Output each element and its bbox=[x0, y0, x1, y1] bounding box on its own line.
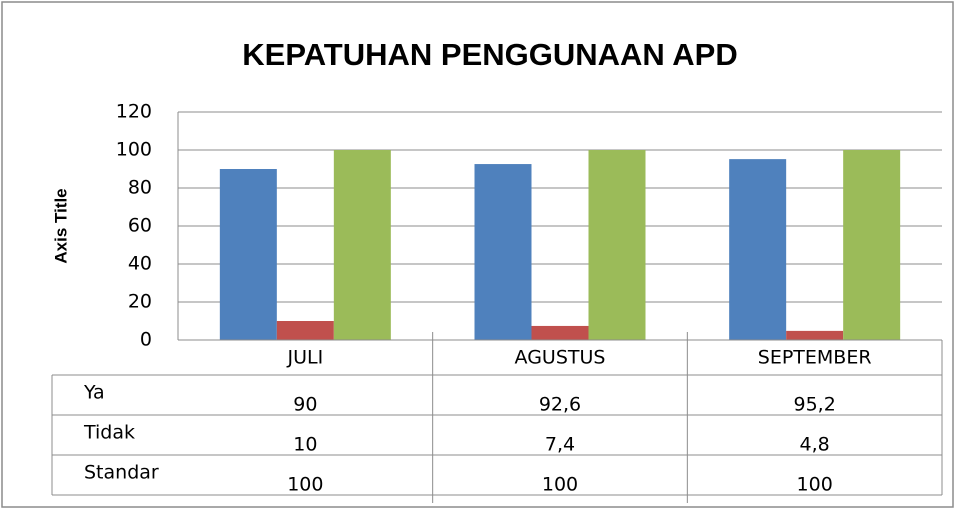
bar bbox=[333, 150, 391, 340]
bar bbox=[588, 150, 646, 340]
table-value: 100 bbox=[542, 474, 578, 496]
bar bbox=[843, 150, 901, 340]
table-value: 10 bbox=[293, 434, 317, 456]
bar bbox=[219, 169, 277, 340]
chart-title: KEPATUHAN PENGGUNAAN APD bbox=[242, 37, 737, 72]
table-value: 100 bbox=[287, 474, 323, 496]
x-tick-label: JULI bbox=[286, 347, 323, 369]
bar bbox=[474, 164, 532, 340]
y-tick-label: 20 bbox=[128, 291, 152, 313]
table-row-label: Standar bbox=[84, 462, 159, 484]
y-axis-title: Axis Title bbox=[51, 188, 70, 263]
x-tick-label: AGUSTUS bbox=[515, 347, 606, 369]
y-tick-label: 40 bbox=[128, 253, 152, 275]
y-tick-label: 80 bbox=[128, 177, 152, 199]
table-value: 4,8 bbox=[800, 434, 830, 456]
table-value: 95,2 bbox=[794, 394, 836, 416]
table-value: 92,6 bbox=[539, 394, 581, 416]
x-tick-label: SEPTEMBER bbox=[758, 347, 872, 369]
table-row-label: Ya bbox=[83, 382, 105, 404]
y-tick-label: 0 bbox=[140, 329, 152, 351]
table-row-label: Tidak bbox=[83, 422, 135, 444]
y-tick-label: 60 bbox=[128, 215, 152, 237]
table-value: 100 bbox=[797, 474, 833, 496]
y-tick-label: 100 bbox=[116, 139, 152, 161]
table-value: 7,4 bbox=[545, 434, 575, 456]
table-value: 90 bbox=[293, 394, 317, 416]
bar bbox=[786, 330, 844, 340]
bar bbox=[276, 321, 334, 340]
bar bbox=[531, 325, 589, 340]
y-tick-label: 120 bbox=[116, 101, 152, 123]
bar bbox=[729, 159, 787, 340]
